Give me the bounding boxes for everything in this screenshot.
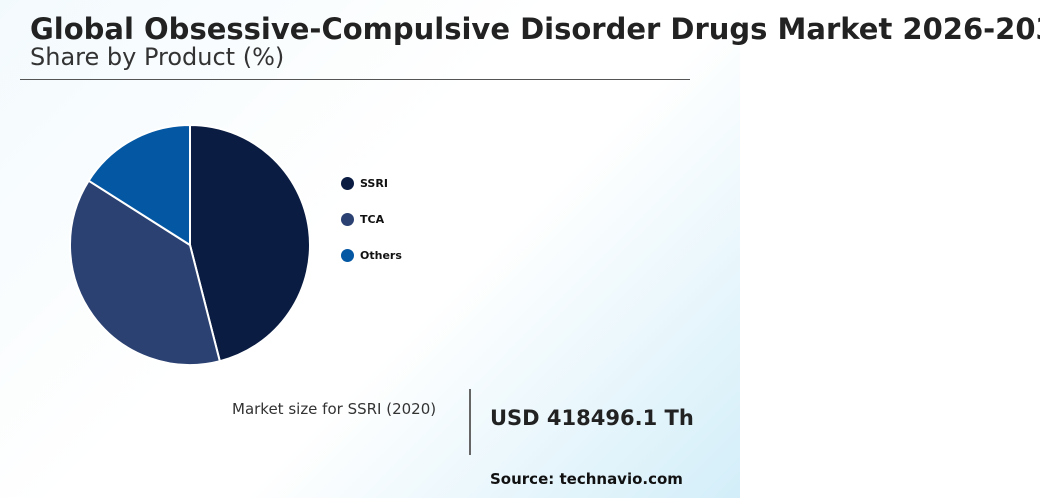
pie-slice-others	[87, 123, 191, 247]
kpi-divider	[469, 389, 471, 455]
market-size-label: Market size for SSRI (2020)	[232, 400, 437, 418]
legend-item-ssri: SSRI	[341, 174, 402, 192]
market-size-value: USD 418496.1 Th	[490, 406, 694, 430]
chart-subtitle: Share by Product (%)	[30, 43, 285, 71]
legend-label: TCA	[360, 212, 385, 226]
pie-chart	[69, 123, 311, 366]
legend-label: Others	[360, 248, 402, 262]
legend-swatch	[341, 212, 354, 226]
legend-swatch	[341, 176, 354, 190]
chart-title: Global Obsessive-Compulsive Disorder Dru…	[30, 12, 1040, 46]
legend-item-others: Others	[341, 246, 402, 264]
chart-legend: SSRI TCA Others	[341, 174, 402, 282]
legend-label: SSRI	[360, 176, 388, 190]
pie-slice-tca	[69, 179, 222, 366]
title-divider	[20, 79, 690, 80]
legend-item-tca: TCA	[341, 210, 402, 228]
pie-slice-ssri	[189, 123, 311, 363]
source-credit: Source: technavio.com	[490, 470, 683, 488]
legend-swatch	[341, 248, 354, 262]
